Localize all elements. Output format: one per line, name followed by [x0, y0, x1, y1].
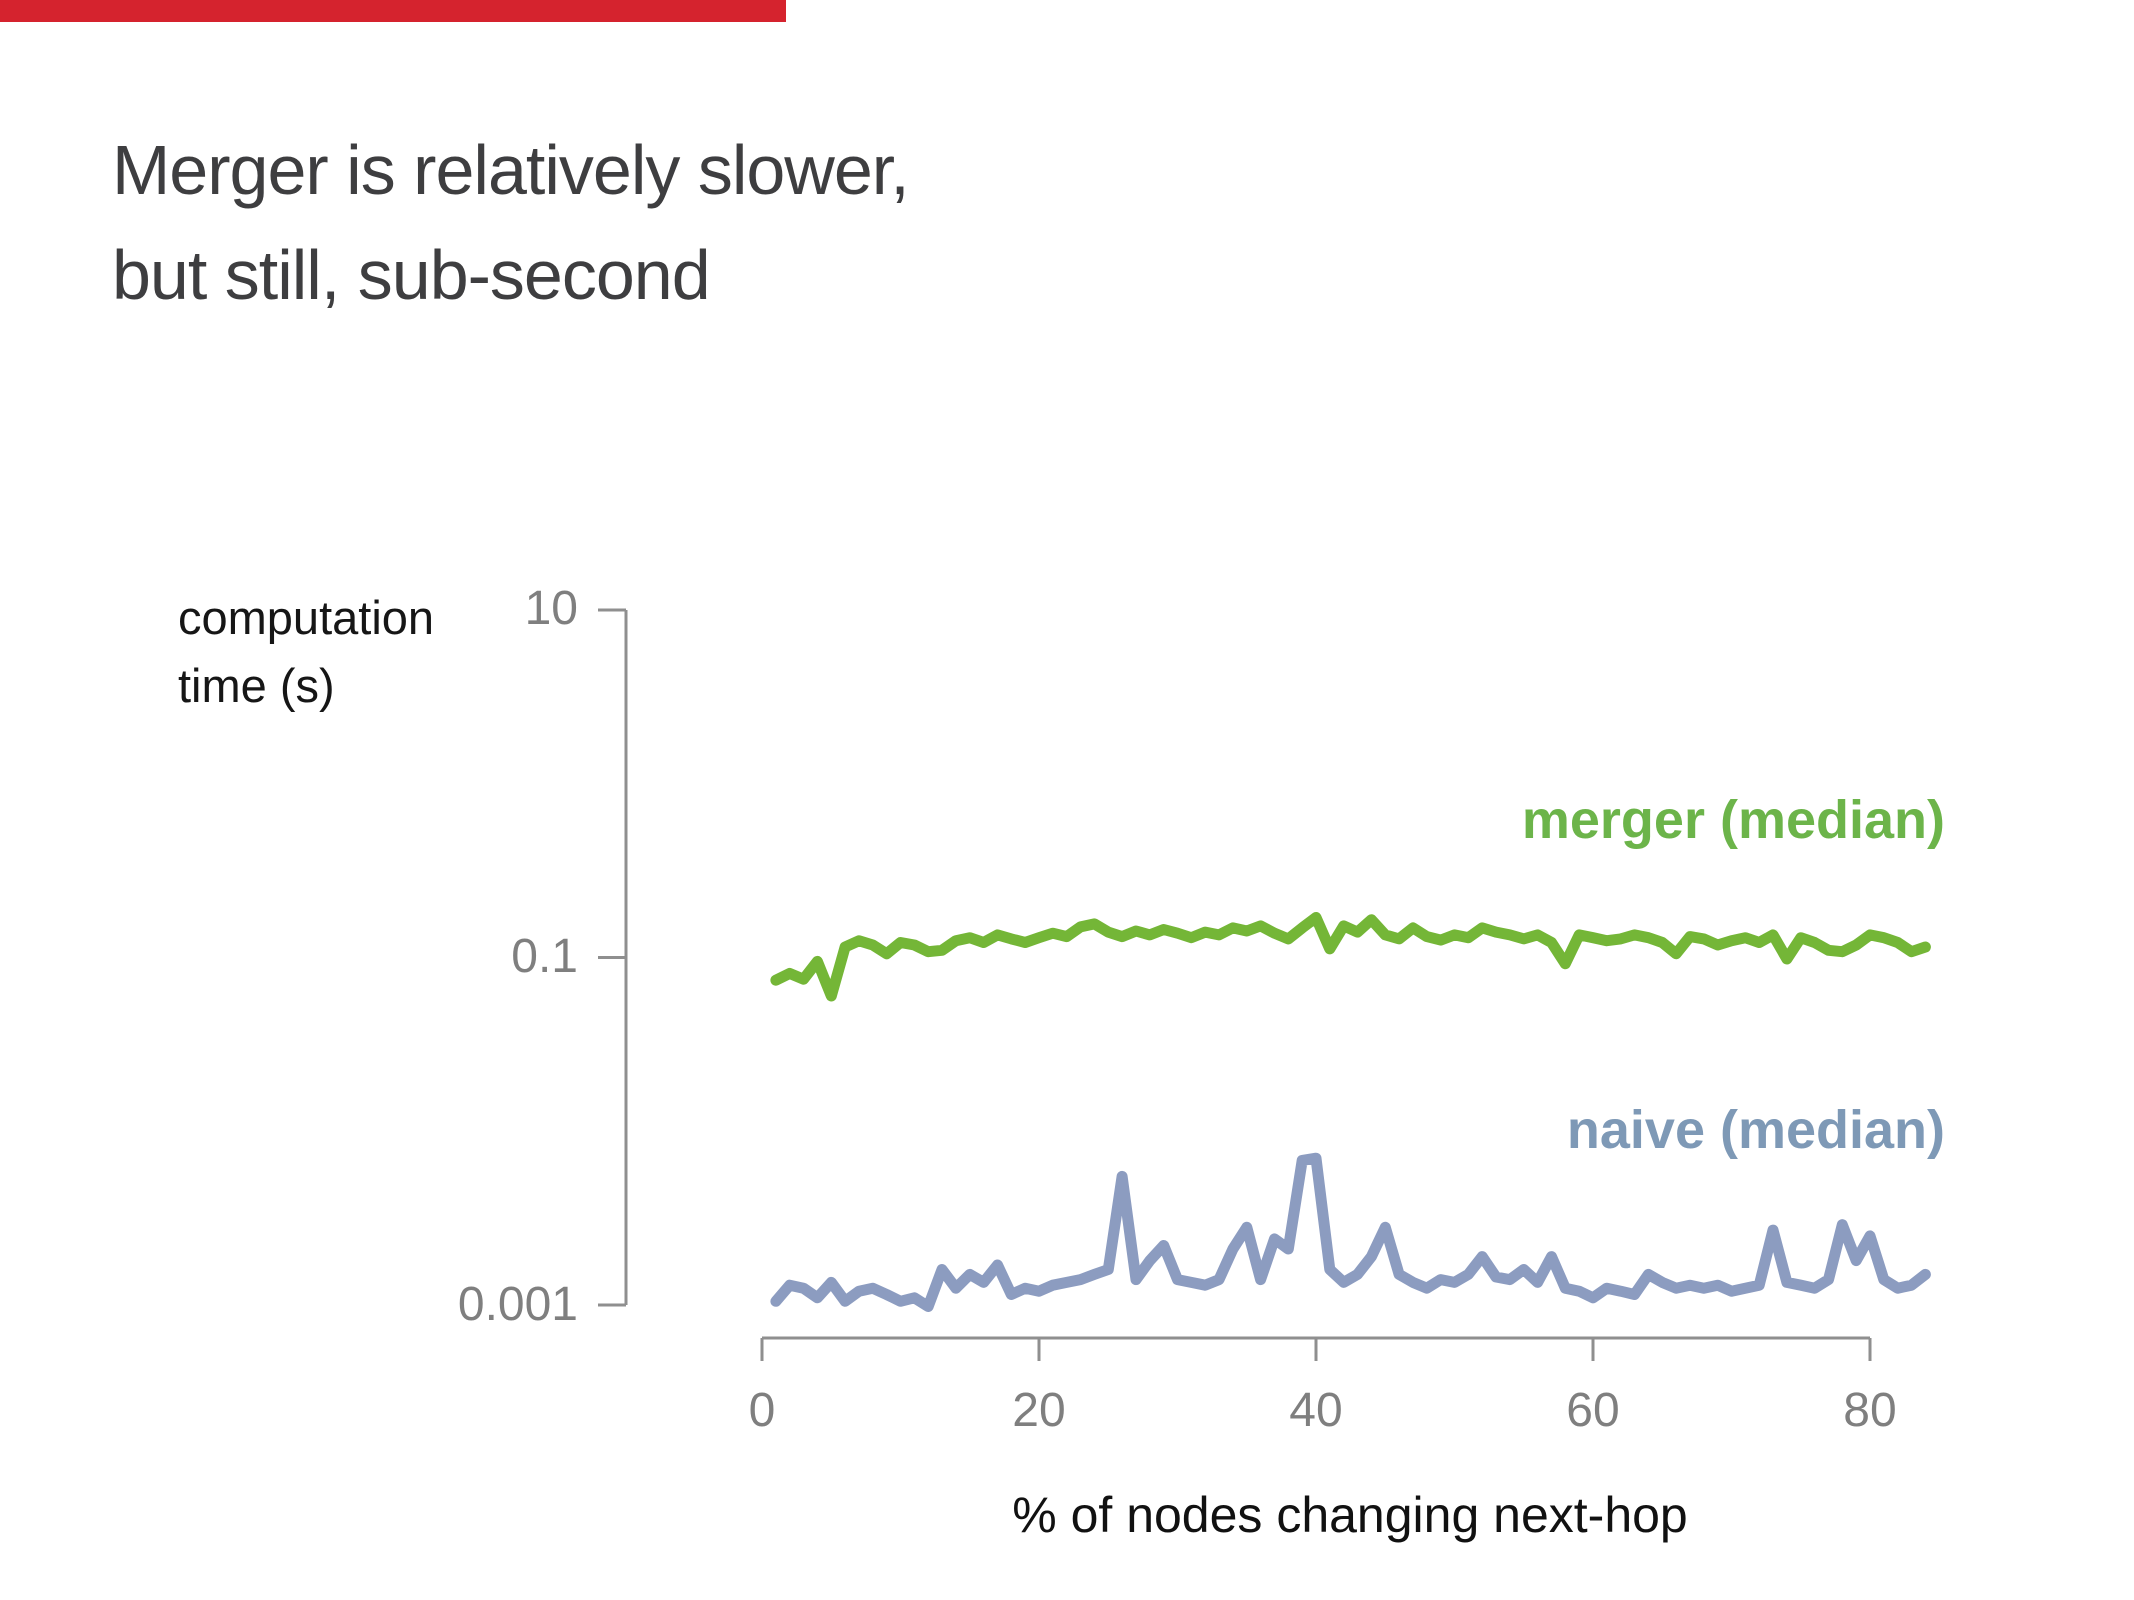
- slide-title-line1: Merger is relatively slower,: [112, 131, 910, 209]
- y-tick-label-10: 10: [524, 582, 578, 635]
- x-tick-label-20: 20: [1012, 1384, 1066, 1437]
- slide-progress-bar: [0, 0, 786, 22]
- y-tick-label-0.001: 0.001: [457, 1278, 578, 1331]
- legend-naive-median: naive (median): [1566, 1100, 1945, 1160]
- x-tick-label-80: 80: [1843, 1384, 1897, 1437]
- series-line-merger: [770, 912, 1931, 1002]
- x-tick-label-0: 0: [748, 1384, 776, 1437]
- series-line-naive: [770, 1152, 1931, 1312]
- y-tick-label-0.1: 0.1: [511, 930, 578, 983]
- y-axis-label-line2: time (s): [178, 659, 335, 713]
- slide-title-line2: but still, sub-second: [112, 236, 711, 314]
- x-tick-label-40: 40: [1289, 1384, 1343, 1437]
- legend-merger-median: merger (median): [1521, 790, 1945, 850]
- y-axis-label: computation time (s): [178, 584, 434, 720]
- y-axis-label-line1: computation: [178, 591, 435, 644]
- x-tick-label-60: 60: [1566, 1384, 1620, 1437]
- slide-title: Merger is relatively slower, but still, …: [112, 118, 910, 328]
- x-axis-label: % of nodes changing next-hop: [1012, 1487, 1688, 1543]
